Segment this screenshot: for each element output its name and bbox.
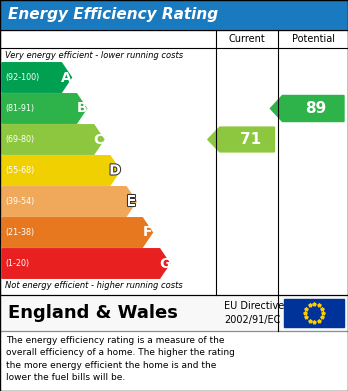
Text: England & Wales: England & Wales xyxy=(8,304,178,322)
Polygon shape xyxy=(2,187,136,216)
Text: (92-100): (92-100) xyxy=(5,73,39,82)
Polygon shape xyxy=(2,156,120,185)
Text: The energy efficiency rating is a measure of the
overall efficiency of a home. T: The energy efficiency rating is a measur… xyxy=(6,336,235,382)
Text: C: C xyxy=(94,133,104,147)
Bar xyxy=(284,299,344,327)
Text: E: E xyxy=(126,194,136,208)
Text: (21-38): (21-38) xyxy=(5,228,34,237)
Text: (1-20): (1-20) xyxy=(5,259,29,268)
Text: EU Directive
2002/91/EC: EU Directive 2002/91/EC xyxy=(224,301,284,325)
Text: (39-54): (39-54) xyxy=(5,197,34,206)
Polygon shape xyxy=(2,249,170,278)
Polygon shape xyxy=(2,218,152,247)
Bar xyxy=(0,30,348,295)
Text: 71: 71 xyxy=(239,132,261,147)
Text: (81-91): (81-91) xyxy=(5,104,34,113)
Text: A: A xyxy=(61,70,72,84)
Polygon shape xyxy=(2,63,71,92)
Text: Very energy efficient - lower running costs: Very energy efficient - lower running co… xyxy=(5,50,183,59)
Text: (55-68): (55-68) xyxy=(5,166,34,175)
Text: Not energy efficient - higher running costs: Not energy efficient - higher running co… xyxy=(5,282,183,291)
Polygon shape xyxy=(2,125,104,154)
Text: Energy Efficiency Rating: Energy Efficiency Rating xyxy=(8,7,218,23)
Bar xyxy=(0,30,348,295)
Text: 89: 89 xyxy=(306,101,327,116)
Text: (69-80): (69-80) xyxy=(5,135,34,144)
Bar xyxy=(0,295,348,331)
Text: B: B xyxy=(76,102,87,115)
Bar xyxy=(0,0,348,30)
Text: Potential: Potential xyxy=(292,34,335,44)
Text: G: G xyxy=(159,256,171,271)
Text: Current: Current xyxy=(229,34,266,44)
Polygon shape xyxy=(208,127,275,152)
Polygon shape xyxy=(2,94,87,123)
Text: F: F xyxy=(143,226,152,240)
Text: D: D xyxy=(109,163,121,178)
Polygon shape xyxy=(270,95,344,122)
